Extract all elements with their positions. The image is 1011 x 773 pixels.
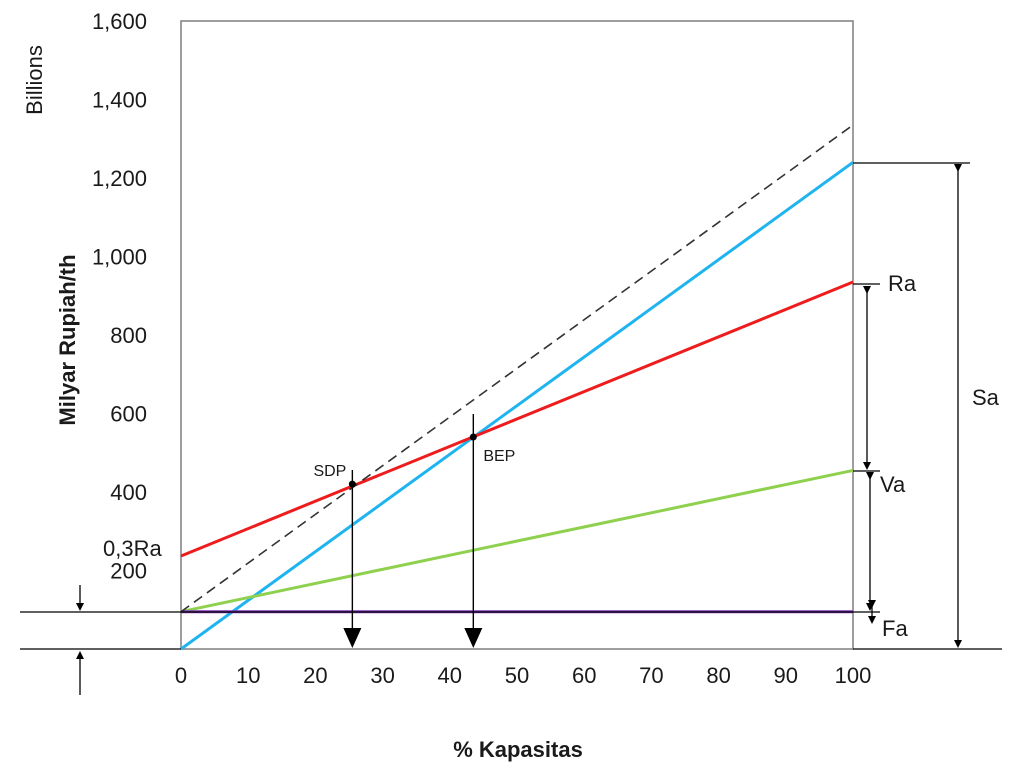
point-bep [469, 433, 477, 441]
x-tick-label: 20 [303, 663, 327, 688]
point-sdp [348, 480, 356, 488]
x-tick-label: 60 [572, 663, 596, 688]
y-tick-label: 200 [110, 559, 147, 584]
y-tick-label: 1,600 [92, 9, 147, 34]
series-line-va [180, 468, 854, 614]
drop-arrowhead-sdp [343, 628, 362, 648]
y-axis-title: Milyar Rupiah/th [55, 254, 80, 425]
annotation-ra: Ra [888, 271, 917, 296]
x-tick-label: 0 [175, 663, 187, 688]
y-tick-label: 1,000 [92, 245, 147, 270]
annotation-fa: Fa [882, 616, 908, 641]
y-tick-label: 600 [110, 402, 147, 427]
x-tick-label: 80 [706, 663, 730, 688]
x-tick-label: 100 [835, 663, 872, 688]
x-tick-labels: 0 10 20 30 40 50 60 70 80 90 100 [175, 663, 871, 688]
point-label-bep: BEP [483, 448, 515, 465]
y-tick-label: 400 [110, 480, 147, 505]
series-line-dashed [180, 124, 854, 613]
unit-label: Billions [22, 45, 47, 115]
x-tick-label: 90 [774, 663, 798, 688]
annotation-va: Va [880, 472, 906, 497]
y-tick-labels: 200 400 600 800 1,000 1,200 1,400 1,600 [92, 9, 147, 584]
series-layer [180, 124, 854, 651]
annotation-sa: Sa [972, 385, 1000, 410]
plot-area [180, 20, 854, 650]
x-tick-label: 40 [438, 663, 462, 688]
drop-arrows [343, 414, 483, 648]
x-tick-label: 10 [236, 663, 260, 688]
y-tick-label: 1,200 [92, 166, 147, 191]
x-tick-label: 30 [370, 663, 394, 688]
point-label-sdp: SDP [313, 463, 346, 480]
x-tick-label: 50 [505, 663, 529, 688]
y-tick-label: 800 [110, 323, 147, 348]
y-tick-label: 1,400 [92, 88, 147, 113]
drop-arrowhead-bep [464, 628, 483, 648]
point-layer: SDP BEP [313, 433, 515, 488]
dimension-lines [20, 162, 1002, 695]
series-line-ra [180, 280, 854, 558]
series-line-sales [180, 161, 854, 651]
annotation-ra03: 0,3Ra [103, 536, 162, 561]
x-tick-label: 70 [639, 663, 663, 688]
x-axis-title: % Kapasitas [453, 737, 583, 762]
